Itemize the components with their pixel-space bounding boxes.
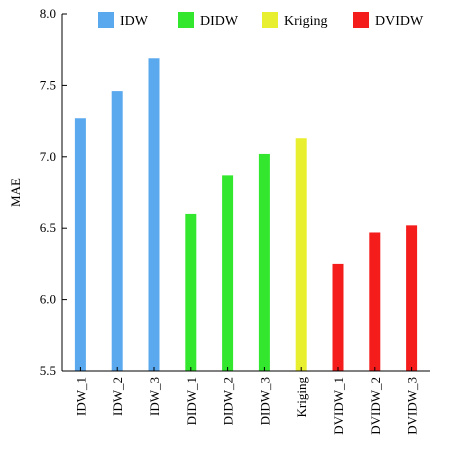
legend-label-kriging: Kriging [284,14,328,29]
x-tick-label: Kriging [294,377,309,418]
bar-dvidw-3 [406,225,418,371]
y-axis-label: MAE [8,178,23,207]
bar-didw-2 [222,175,234,371]
y-tick-label: 6.0 [40,292,56,307]
x-tick-label: DIDW_3 [257,377,272,425]
x-tick-label: IDW_2 [110,377,125,416]
bar-dvidw-2 [369,232,381,371]
bar-idw-1 [74,118,86,371]
x-tick-label: DIDW_1 [184,377,199,425]
bar-dvidw-1 [332,263,344,371]
y-tick-label: 7.5 [40,77,56,92]
bar-didw-1 [185,213,197,371]
bar-idw-3 [148,58,160,371]
y-axis: 5.5 6.0 6.5 7.0 7.5 8.0 [40,6,67,378]
x-axis: IDW_1 IDW_2 IDW_3 DIDW_1 DIDW_2 DIDW_3 Kriging… [62,367,430,435]
x-tick-label: DVIDW_1 [331,377,346,435]
bar-kriging [295,138,307,371]
x-tick-label: IDW_3 [147,377,162,416]
bar-didw-3 [258,153,270,371]
y-tick-label: 7.0 [40,149,56,164]
legend-label-dvidw: DVIDW [375,14,424,29]
legend: IDW DIDW Kriging DVIDW [98,12,424,29]
legend-label-idw: IDW [120,14,149,29]
legend-swatch-kriging [262,12,278,28]
x-tick-label: DIDW_2 [221,377,236,425]
y-tick-label: 8.0 [40,6,56,21]
legend-swatch-didw [178,12,194,28]
y-tick-label: 5.5 [40,363,56,378]
x-tick-label: DVIDW_3 [405,377,420,435]
legend-swatch-idw [98,12,114,28]
x-tick-label: IDW_1 [73,377,88,416]
bars [74,58,418,371]
legend-swatch-dvidw [353,12,369,28]
legend-label-didw: DIDW [200,14,239,29]
bar-idw-2 [111,91,123,371]
x-tick-label: DVIDW_2 [368,377,383,435]
y-tick-label: 6.5 [40,220,56,235]
